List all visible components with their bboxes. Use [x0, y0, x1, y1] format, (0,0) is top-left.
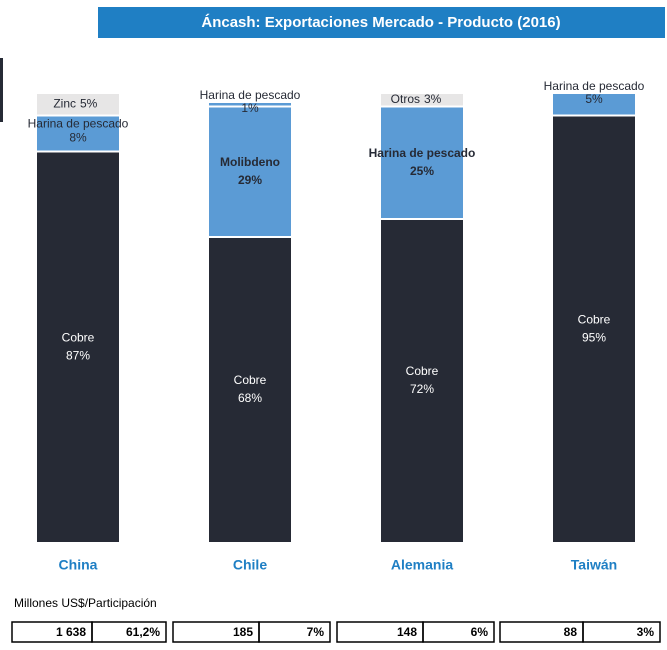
bar-segment — [207, 101, 293, 108]
bar-segment — [551, 114, 637, 544]
x-tick-label: Chile — [233, 557, 267, 573]
x-tick-label: Taiwán — [571, 557, 617, 573]
data-label: 5% — [80, 96, 98, 110]
table-text: 88 — [564, 625, 578, 639]
x-tick-label: China — [59, 557, 98, 573]
data-label: 95% — [582, 330, 606, 344]
bar-segment — [35, 150, 121, 544]
table-text: 61,2% — [126, 625, 160, 639]
table-caption: Millones US$/Participación — [14, 596, 157, 610]
edge-mark — [0, 58, 3, 122]
bar-segment — [551, 92, 637, 117]
data-label: 68% — [238, 391, 262, 405]
bar-segment — [207, 236, 293, 544]
segment-name: Harina de pescado — [200, 88, 301, 102]
data-label: 8% — [69, 131, 87, 145]
bar-segment — [379, 105, 465, 220]
table-cell — [422, 621, 495, 643]
table-text: 185 — [233, 625, 253, 639]
data-label: 25% — [410, 164, 434, 178]
bar-segment — [35, 114, 121, 153]
data-label: 29% — [238, 173, 262, 187]
bar-segment — [379, 218, 465, 544]
table-text: 148 — [397, 625, 417, 639]
bar-segment — [207, 105, 293, 238]
segment-name: Harina de pescado — [28, 117, 129, 131]
table-text: 7% — [307, 625, 325, 639]
segment-name: Zinc — [53, 96, 76, 110]
title-banner — [98, 7, 665, 38]
segment-name: Cobre — [406, 364, 439, 378]
data-label: 1% — [241, 101, 259, 115]
table-text: 6% — [471, 625, 489, 639]
bar-segment — [35, 92, 121, 117]
data-label: 87% — [66, 348, 90, 362]
table-text: 3% — [637, 625, 655, 639]
table-cell — [258, 621, 331, 643]
segment-name: Molibdeno — [220, 155, 280, 169]
segment-name: Cobre — [578, 312, 611, 326]
table-text: 1 638 — [56, 625, 86, 639]
segment-name: Cobre — [234, 373, 267, 387]
chart-title: Áncash: Exportaciones Mercado - Producto… — [201, 14, 560, 31]
table-cell — [582, 621, 661, 643]
table-cell — [91, 621, 167, 643]
segment-name: Cobre — [62, 330, 95, 344]
data-label: 72% — [410, 382, 434, 396]
data-label: 5% — [585, 92, 603, 106]
segment-name: Otros — [391, 92, 420, 106]
data-label: 3% — [424, 92, 442, 106]
bar-segment — [379, 92, 465, 108]
segment-name: Harina de pescado — [369, 146, 476, 160]
segment-name: Harina de pescado — [544, 79, 645, 93]
x-tick-label: Alemania — [391, 557, 453, 573]
